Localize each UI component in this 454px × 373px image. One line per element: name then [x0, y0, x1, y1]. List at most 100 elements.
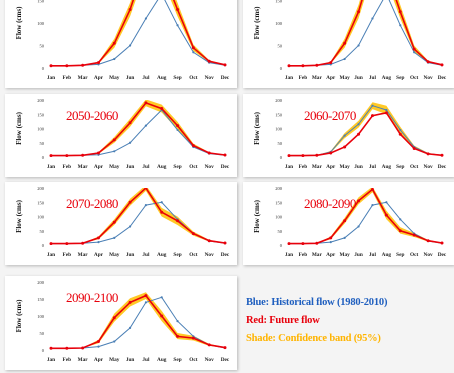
x-tick-label: Jun — [126, 164, 135, 170]
decade-label: 2090-2100 — [66, 290, 118, 305]
data-point — [176, 334, 180, 338]
data-point — [287, 154, 291, 157]
data-point — [207, 151, 211, 155]
chart-panel-6: 0 50 100 150 200 Flow (cms) Jan Feb Mar Apr May Jun… — [243, 182, 454, 265]
x-tick-label: Nov — [205, 252, 214, 258]
data-point — [329, 236, 333, 240]
confidence-band — [289, 188, 442, 244]
data-point — [384, 111, 388, 115]
confidence-band — [51, 100, 225, 156]
data-point — [371, 104, 374, 107]
plot-area — [287, 0, 444, 68]
data-point — [176, 124, 180, 128]
x-tick-label: Jul — [369, 75, 377, 81]
data-point — [398, 132, 402, 136]
y-tick-label: 200 — [37, 186, 45, 191]
x-tick-label: Jun — [354, 75, 363, 81]
x-tick-label: Dec — [221, 252, 230, 258]
data-point — [96, 340, 100, 343]
data-point — [49, 64, 53, 68]
data-point — [370, 114, 374, 118]
x-tick-label: May — [339, 164, 350, 170]
x-tick-label: Jul — [142, 357, 150, 363]
y-tick-label: 150 — [37, 112, 45, 117]
data-point — [207, 239, 211, 243]
x-tick-label: Jan — [47, 75, 55, 81]
x-tick-label: Apr — [94, 357, 104, 363]
x-tick-label: Feb — [63, 252, 72, 258]
x-tick-label: May — [109, 75, 120, 81]
x-tick-label: Apr — [326, 164, 336, 170]
data-point — [113, 57, 116, 61]
y-tick-label: 0 — [42, 243, 45, 248]
x-tick-label: Nov — [205, 164, 214, 170]
data-point — [144, 124, 148, 127]
y-tick-label: 150 — [37, 200, 45, 205]
data-point — [160, 201, 163, 204]
x-tick-label: Mar — [312, 75, 323, 81]
plot-area — [49, 100, 227, 157]
data-point — [357, 132, 361, 136]
data-point — [81, 63, 85, 67]
data-point — [160, 210, 164, 214]
data-point — [223, 346, 227, 350]
x-tick-label: Feb — [299, 164, 308, 170]
data-point — [440, 241, 444, 245]
data-point — [65, 242, 69, 245]
data-point — [113, 150, 116, 153]
x-tick-label: Jun — [354, 164, 363, 170]
data-point — [223, 241, 227, 245]
plot-area — [49, 0, 227, 68]
y-tick-label: 100 — [37, 215, 45, 220]
plot-area — [49, 292, 227, 350]
x-tick-label: Dec — [438, 252, 447, 258]
y-tick-label: 50 — [278, 229, 283, 234]
data-point — [343, 57, 346, 61]
x-tick-label: Apr — [326, 252, 336, 258]
x-tick-label: Apr — [326, 75, 336, 81]
y-tick-label: 50 — [278, 141, 283, 146]
future-line — [51, 188, 226, 245]
plot-area — [49, 188, 227, 245]
data-point — [160, 296, 163, 299]
chart-panel-5: 0 50 100 150 200 Flow (cms) Jan Feb Mar Apr May Jun… — [5, 182, 237, 265]
data-point — [128, 300, 132, 304]
x-tick-label: Aug — [157, 357, 167, 363]
y-tick-label: 50 — [278, 44, 283, 49]
data-point — [412, 233, 416, 237]
data-point — [412, 146, 416, 150]
y-axis-label: Flow (cms) — [15, 299, 23, 333]
data-point — [370, 188, 374, 191]
x-tick-label: Apr — [94, 75, 104, 81]
legend-historical: Blue: Historical flow (1980-2010) — [246, 297, 388, 308]
confidence-band — [51, 292, 225, 349]
x-tick-label: Jul — [142, 75, 150, 81]
data-point — [192, 51, 195, 54]
y-axis-label: Flow (cms) — [15, 199, 23, 233]
x-tick-label: Nov — [424, 164, 433, 170]
x-tick-label: Mar — [78, 252, 89, 258]
data-point — [112, 138, 116, 142]
data-point — [287, 64, 291, 68]
data-point — [343, 145, 347, 149]
future-line — [289, 188, 443, 245]
x-tick-label: Jan — [285, 164, 293, 170]
x-tick-label: Sep — [173, 357, 181, 363]
x-tick-label: Jul — [369, 252, 377, 258]
x-tick-label: Jan — [285, 75, 293, 81]
y-tick-label: 100 — [37, 127, 45, 132]
data-point — [176, 219, 180, 223]
x-tick-label: Feb — [299, 75, 308, 81]
y-tick-label: 0 — [280, 243, 283, 248]
y-axis-label: Flow (cms) — [253, 199, 261, 233]
data-point — [113, 340, 116, 343]
y-tick-label: 100 — [275, 127, 283, 132]
x-tick-label: Oct — [410, 75, 418, 81]
data-point — [160, 314, 164, 318]
x-tick-label: Jul — [142, 252, 150, 258]
data-point — [128, 200, 132, 204]
decade-label: 2050-2060 — [66, 108, 118, 123]
data-point — [399, 128, 402, 132]
